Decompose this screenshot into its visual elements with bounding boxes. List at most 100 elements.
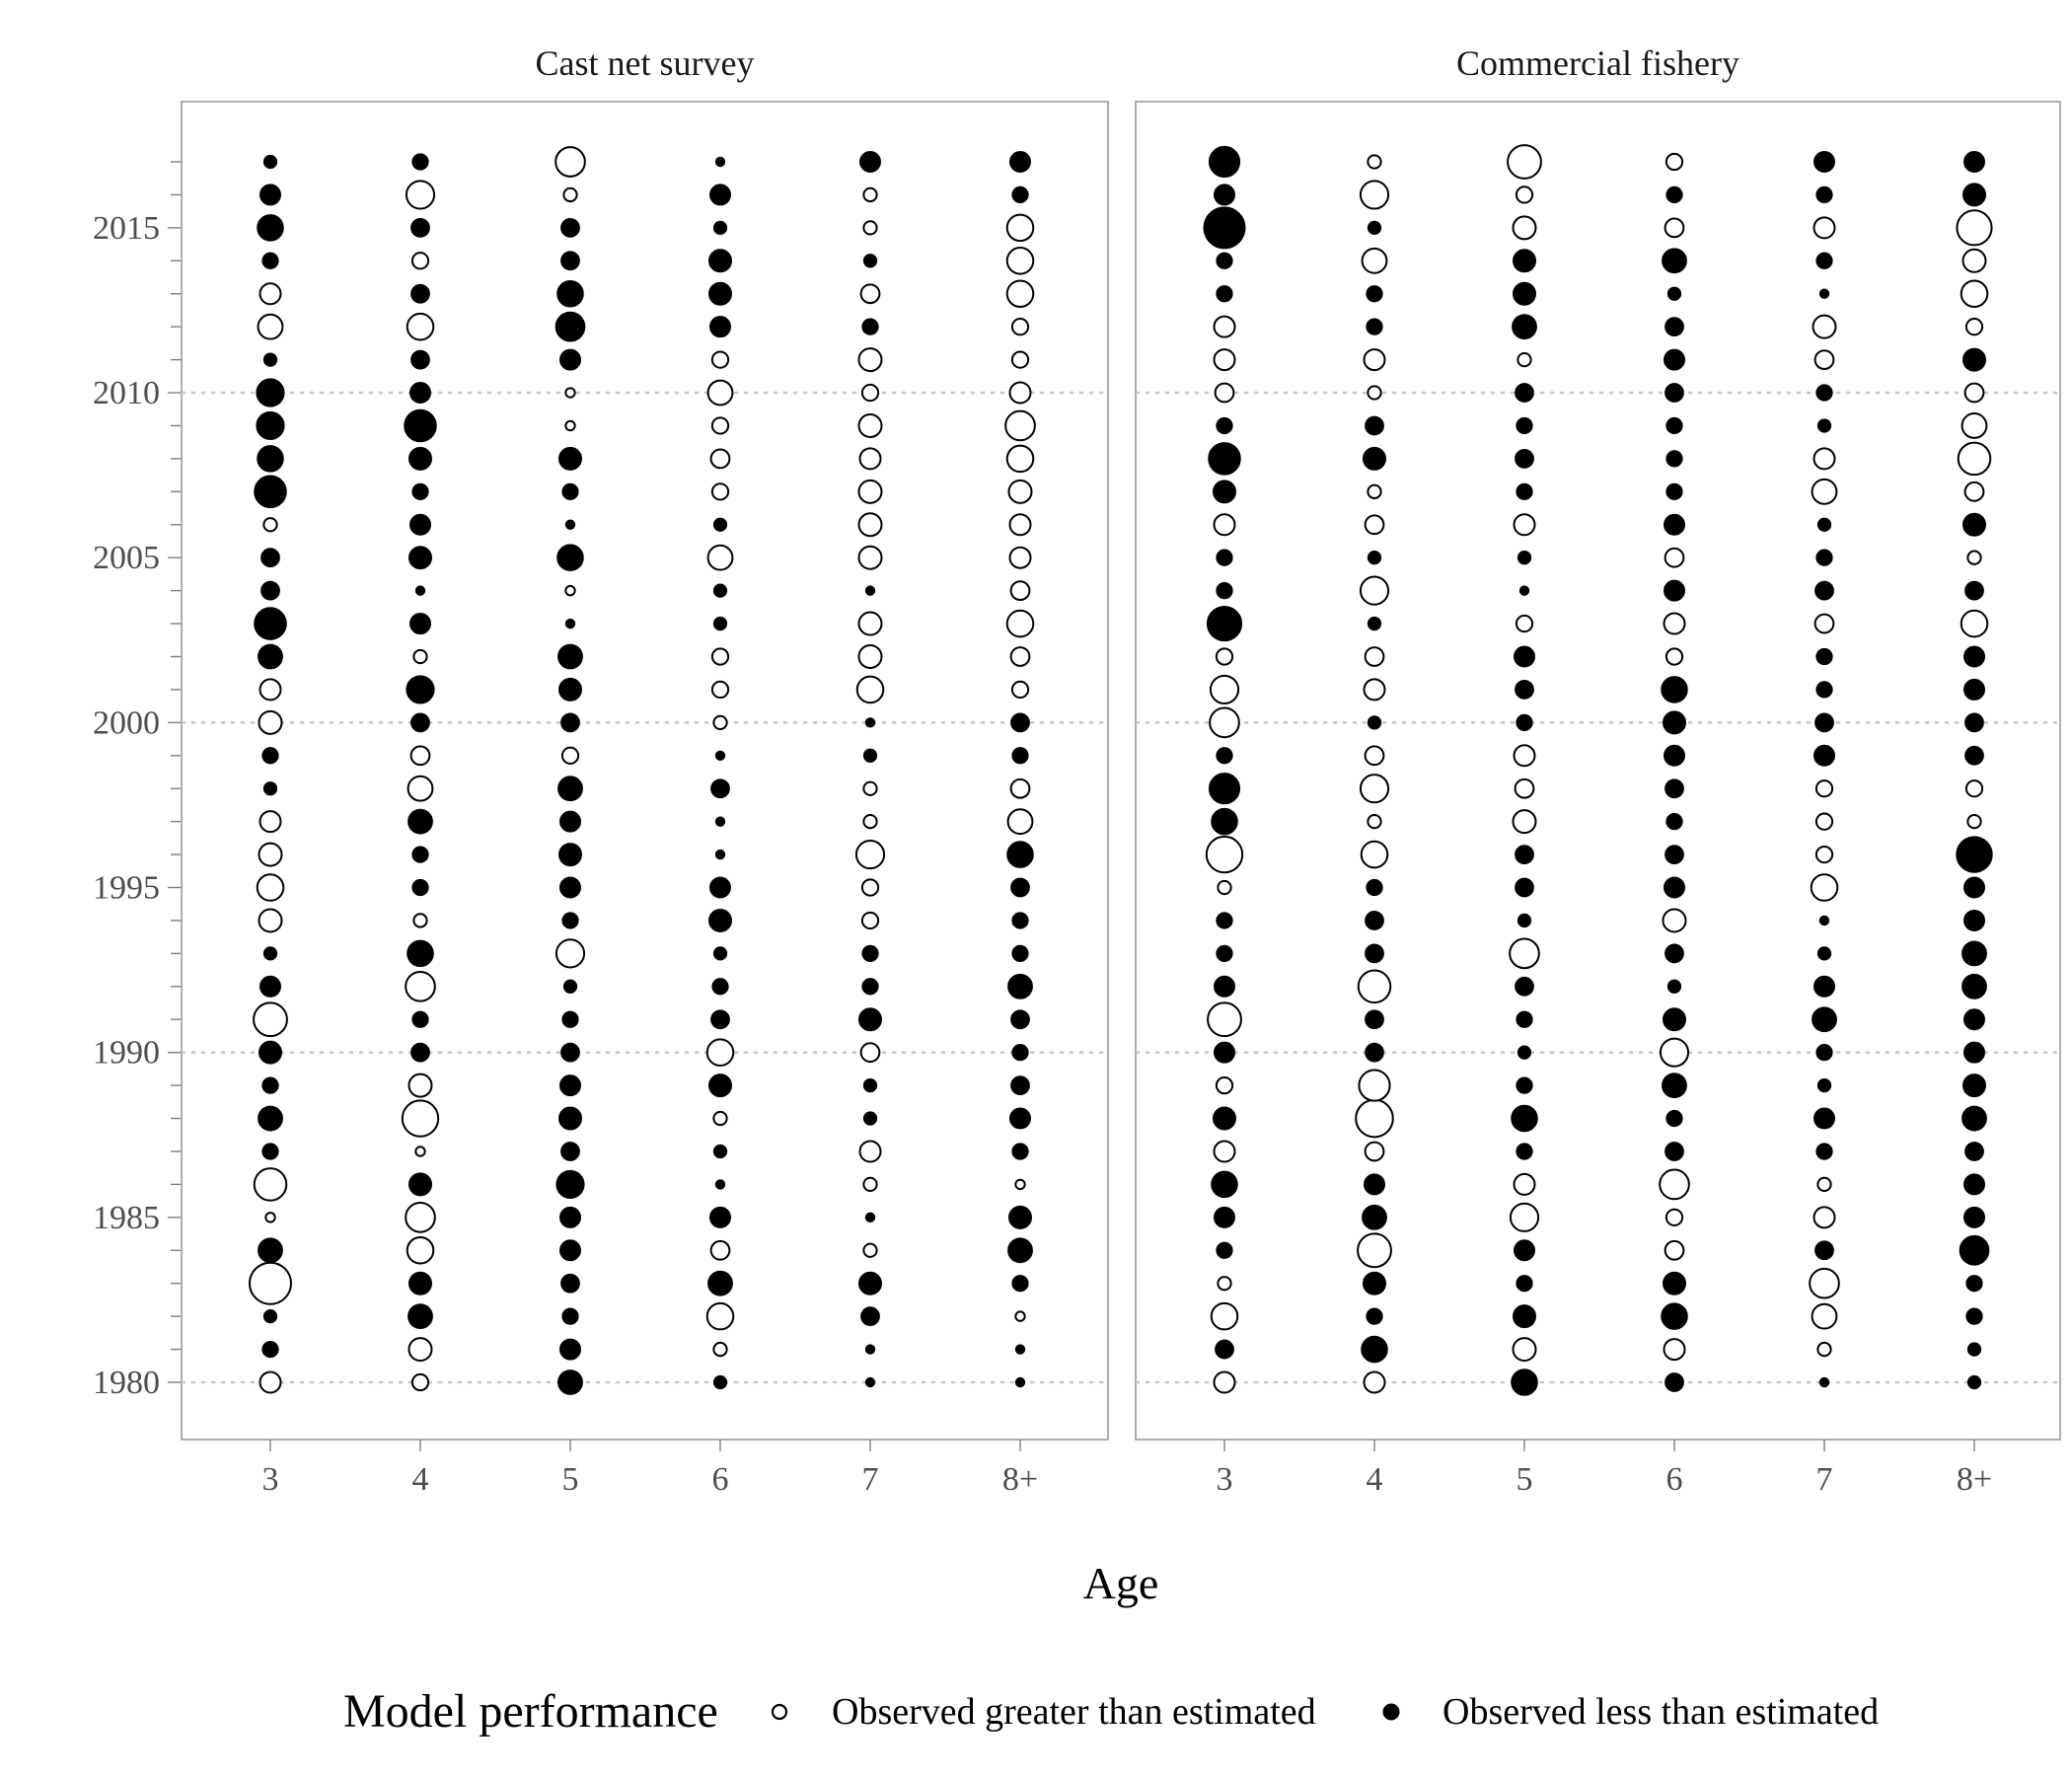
bubble-observed-less (1962, 512, 1986, 537)
bubble-observed-less (1518, 585, 1530, 596)
bubble-observed-greater (1514, 777, 1535, 799)
bubble-observed-less (1211, 807, 1238, 836)
bubble-observed-less (1664, 579, 1685, 602)
bubble-observed-greater (1360, 840, 1389, 869)
bubble-observed-greater (1659, 1037, 1690, 1068)
bubble-observed-less (714, 750, 726, 761)
bubble-observed-greater (710, 416, 730, 435)
x-tick-label: 3 (262, 1461, 279, 1498)
bubble-observed-less (256, 410, 285, 441)
bubble-observed-less (410, 283, 430, 304)
bubble-observed-less (560, 1142, 580, 1161)
bubble-observed-greater (1359, 774, 1390, 804)
bubble-observed-less (558, 843, 582, 867)
bubble-observed-less (1511, 1369, 1538, 1396)
bubble-observed-less (1011, 1275, 1029, 1293)
bubble-observed-less (1814, 580, 1834, 601)
bubble-observed-greater (1966, 550, 1982, 565)
bubble-observed-less (1215, 1339, 1234, 1360)
bubble-observed-greater (1009, 777, 1031, 799)
bubble-observed-less (1665, 943, 1684, 964)
bubble-observed-less (859, 151, 881, 173)
panel-title: Cast net survey (536, 43, 755, 83)
bubble-observed-less (1363, 446, 1386, 471)
bubble-observed-greater (1512, 215, 1537, 241)
bubble-observed-less (1214, 1041, 1235, 1064)
bubble-observed-less (708, 1073, 732, 1098)
bubble-observed-greater (258, 709, 283, 735)
bubble-observed-greater (412, 913, 428, 928)
bubble-observed-greater (406, 1235, 435, 1265)
bubble-observed-greater (1005, 609, 1035, 638)
bubble-observed-greater (1010, 318, 1030, 336)
bubble-observed-less (1815, 549, 1833, 566)
bubble-observed-less (561, 1307, 579, 1325)
bubble-observed-less (409, 613, 431, 635)
bubble-observed-less (1665, 383, 1684, 403)
bubble-observed-less (1010, 1009, 1030, 1030)
bubble-observed-less (556, 279, 584, 308)
bubble-observed-greater (1007, 479, 1033, 504)
bubble-observed-greater (857, 347, 883, 373)
bubble-observed-less (558, 677, 582, 702)
bubble-observed-greater (1664, 547, 1685, 568)
bubble-observed-less (411, 153, 429, 171)
y-tick-label: 1980 (93, 1365, 160, 1401)
bubble-observed-less (1962, 1073, 1986, 1098)
bubble-observed-less (709, 184, 731, 206)
bubble-observed-less (709, 1206, 731, 1228)
bubble-observed-greater (264, 1212, 276, 1223)
bubble-observed-greater (1966, 814, 1982, 830)
bubble-observed-less (711, 978, 729, 996)
bubble-observed-less (1366, 1307, 1383, 1325)
bubble-observed-less (1213, 1106, 1236, 1131)
panel-title: Commercial fishery (1456, 43, 1739, 83)
bubble-observed-greater (1367, 814, 1382, 830)
bubble-observed-less (254, 475, 287, 509)
x-tick-label: 4 (412, 1461, 429, 1498)
x-tick-label: 7 (862, 1461, 879, 1498)
bubble-observed-greater (1515, 185, 1534, 204)
bubble-observed-greater (555, 938, 586, 969)
bubble-observed-less (712, 1144, 728, 1159)
bubble-observed-less (1363, 1271, 1386, 1295)
x-tick-label: 8+ (1002, 1461, 1038, 1498)
bubble-observed-less (864, 1344, 876, 1355)
bubble-observed-less (1964, 745, 1984, 766)
bubble-observed-less (408, 546, 432, 570)
bubble-observed-less (1816, 946, 1832, 961)
bubble-observed-less (559, 348, 581, 371)
x-axis-title: Age (1083, 1558, 1159, 1608)
bubble-observed-greater (1664, 217, 1685, 239)
bubble-observed-less (1963, 909, 1985, 931)
y-tick-label: 1990 (93, 1035, 160, 1072)
bubble-observed-less (261, 252, 279, 269)
bubble-observed-greater (258, 842, 283, 867)
bubble-observed-greater (1509, 1202, 1540, 1232)
bubble-observed-less (1216, 581, 1233, 600)
bubble-observed-less (411, 846, 429, 863)
bubble-observed-less (1011, 1143, 1029, 1160)
bubble-observed-greater (1960, 279, 1989, 309)
bubble-observed-less (559, 876, 581, 899)
bubble-observed-greater (712, 1341, 728, 1358)
bubble-observed-less (1208, 773, 1241, 805)
bubble-observed-less (1208, 442, 1241, 476)
bubble-observed-less (1966, 1374, 1982, 1390)
bubble-observed-greater (253, 1167, 288, 1202)
bubble-observed-less (555, 1169, 585, 1199)
bubble-observed-greater (1009, 580, 1031, 602)
bubble-observed-less (560, 712, 580, 733)
x-tick-label: 6 (712, 1461, 729, 1498)
bubble-observed-greater (1663, 612, 1686, 635)
bubble-observed-less (864, 1212, 876, 1223)
bubble-observed-less (1216, 747, 1233, 765)
bubble-observed-less (1216, 944, 1233, 963)
y-tick-label: 1985 (93, 1200, 160, 1236)
bubble-observed-less (1517, 551, 1532, 565)
bubble-observed-less (714, 816, 726, 827)
x-tick-label: 5 (562, 1461, 579, 1498)
bubble-observed-less (1814, 1240, 1834, 1261)
bubble-observed-less (410, 712, 430, 733)
bubble-observed-less (560, 1273, 580, 1294)
